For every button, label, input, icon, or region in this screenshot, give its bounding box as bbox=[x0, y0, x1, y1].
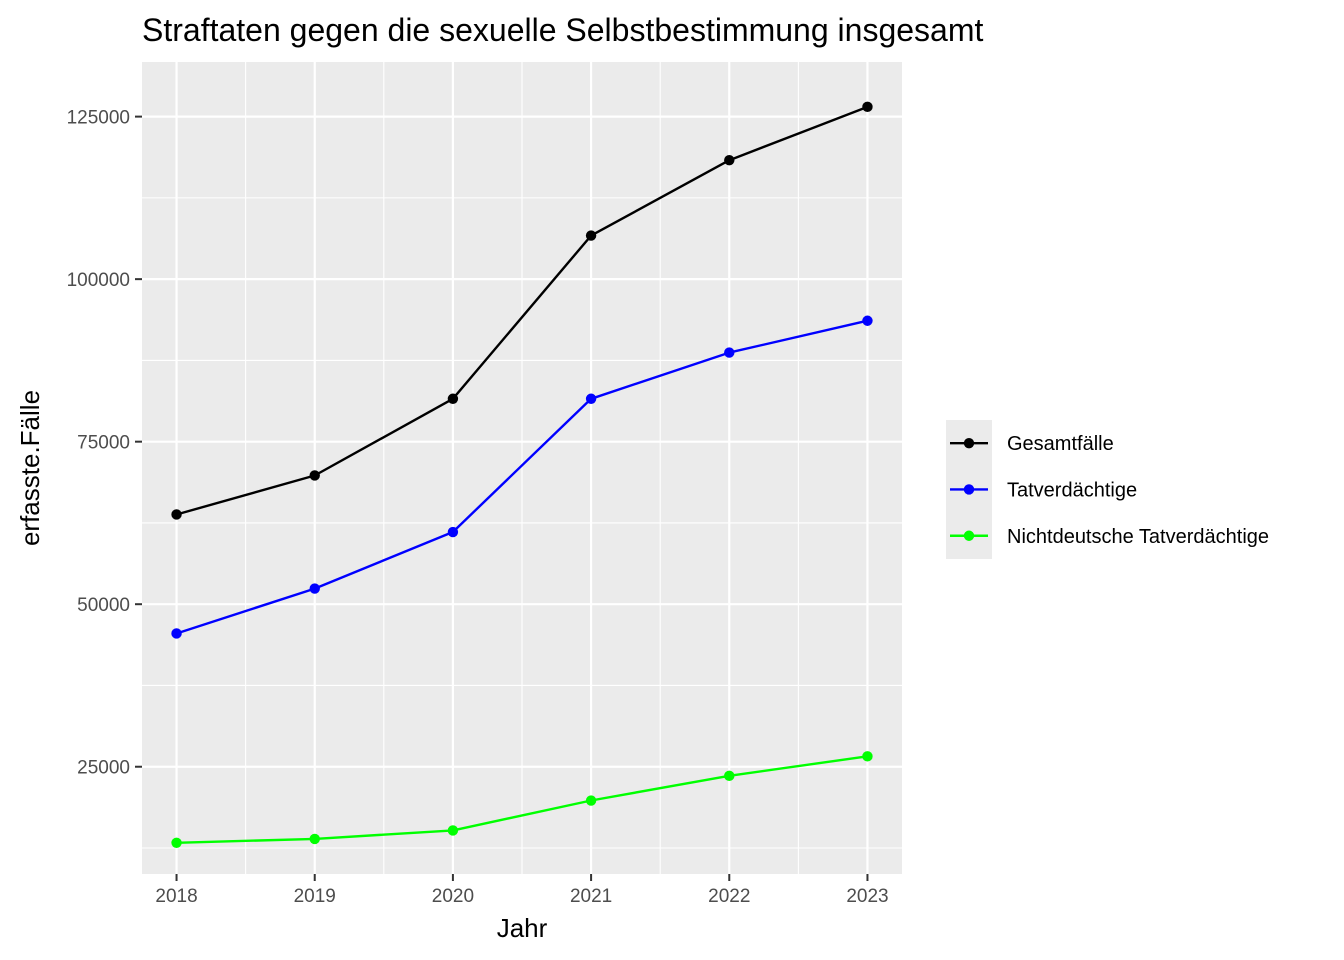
data-point bbox=[309, 833, 320, 845]
legend-key-point bbox=[963, 437, 975, 449]
series-line-2 bbox=[176, 319, 868, 635]
chart-title: Straftaten gegen die sexuelle Selbstbest… bbox=[142, 12, 983, 48]
x-axis: 2018 2019 2020 2021 2022 2023 bbox=[155, 874, 889, 907]
data-point bbox=[585, 230, 597, 241]
data-point bbox=[309, 470, 320, 481]
data-point bbox=[862, 315, 873, 326]
series-line-3 bbox=[176, 755, 868, 844]
data-point bbox=[585, 393, 597, 404]
x-axis-title: Jahr bbox=[497, 913, 548, 943]
x-tick-label: 2018 bbox=[155, 886, 197, 907]
y-tick-label: 50000 bbox=[77, 595, 130, 616]
x-tick-label: 2019 bbox=[294, 886, 336, 907]
data-point bbox=[724, 347, 735, 358]
y-tick-label: 75000 bbox=[77, 433, 130, 454]
x-tick-label: 2022 bbox=[708, 886, 750, 907]
y-tick-label: 25000 bbox=[77, 758, 130, 779]
data-point bbox=[171, 837, 182, 848]
y-tick-label: 125000 bbox=[67, 108, 130, 129]
data-point bbox=[585, 795, 597, 806]
series-line-1 bbox=[176, 105, 868, 516]
data-point bbox=[724, 770, 735, 782]
legend-key-point bbox=[963, 484, 975, 495]
data-point bbox=[171, 509, 182, 520]
legend-key-point bbox=[963, 530, 975, 541]
legend-label: Tatverdächtige bbox=[1007, 479, 1137, 501]
x-tick-label: 2020 bbox=[432, 886, 474, 907]
y-axis-title: erfasste.Fälle bbox=[15, 390, 45, 546]
major-gridlines bbox=[142, 62, 902, 874]
data-point bbox=[309, 583, 320, 594]
legend-label: Gesamtfälle bbox=[1007, 433, 1114, 455]
x-tick-label: 2021 bbox=[570, 886, 612, 907]
data-point bbox=[447, 825, 459, 836]
data-point bbox=[447, 393, 459, 404]
legend: Gesamtfälle Tatverdächtige Nichtdeutsche T… bbox=[946, 420, 1269, 559]
series-layer bbox=[171, 101, 873, 848]
y-tick-label: 100000 bbox=[67, 270, 130, 291]
y-axis: 25000 50000 75000 100000 125000 bbox=[67, 108, 142, 779]
data-point bbox=[862, 751, 873, 762]
data-point bbox=[447, 526, 459, 538]
legend-label: Nichtdeutsche Tatverdächtige bbox=[1007, 526, 1269, 548]
data-point bbox=[862, 101, 873, 113]
data-point bbox=[724, 154, 735, 166]
x-tick-label: 2023 bbox=[846, 886, 888, 907]
data-point bbox=[171, 628, 182, 639]
